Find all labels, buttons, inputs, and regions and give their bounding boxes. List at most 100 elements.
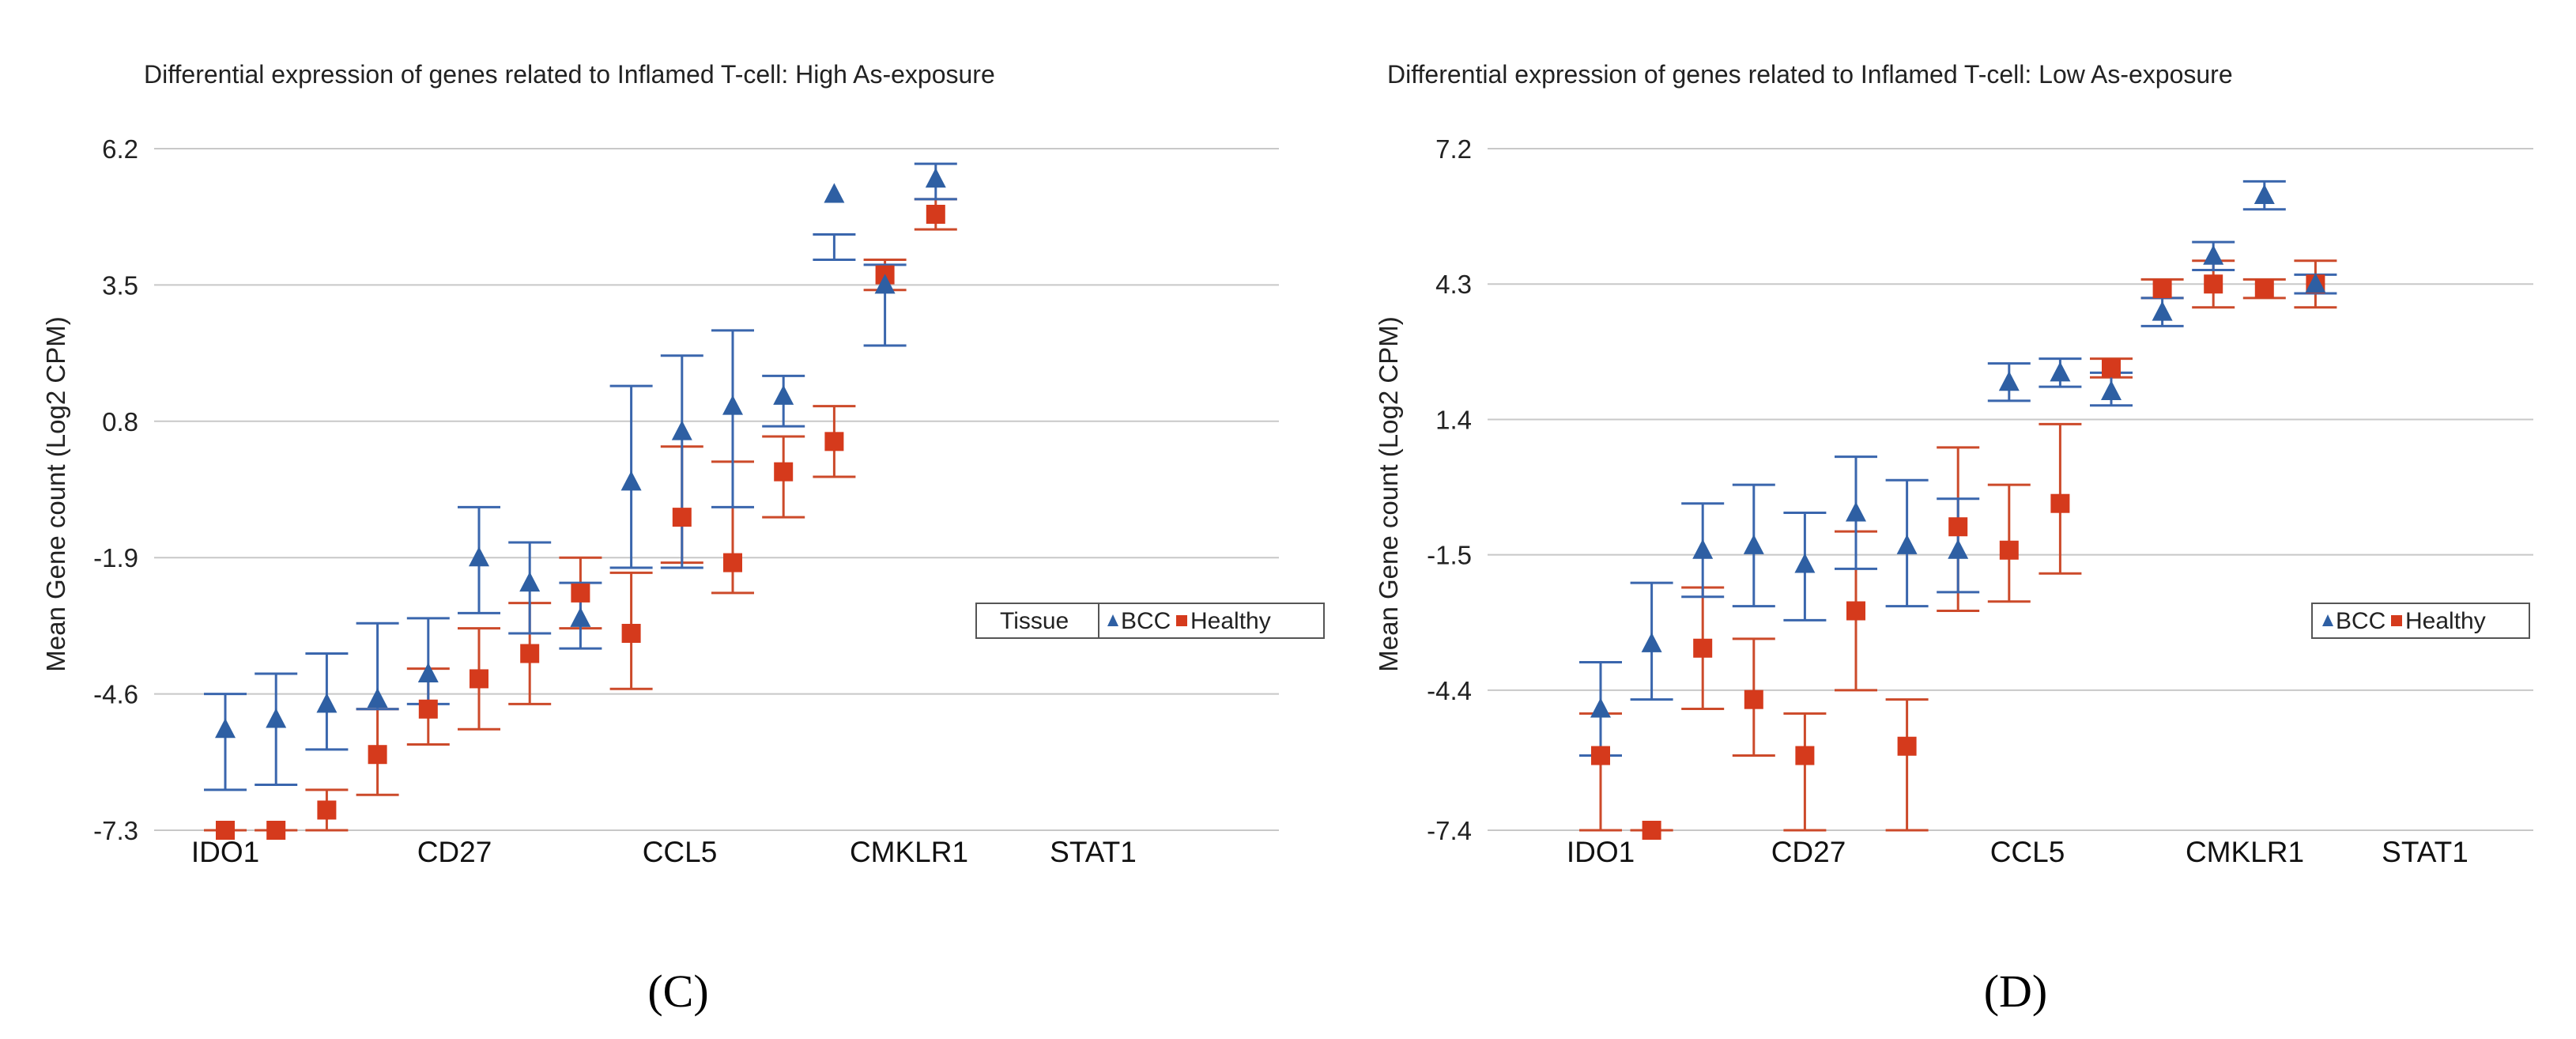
gridlines (154, 148, 1279, 831)
legend-healthy-marker (1176, 615, 1187, 626)
legend-title: Tissue (1000, 608, 1069, 634)
y-tick-label: 1.4 (1435, 405, 1472, 434)
healthy-point (672, 508, 692, 527)
bcc-point (1743, 534, 1764, 554)
bcc-point (722, 395, 743, 415)
category-label: CMKLR1 (850, 836, 968, 868)
y-tick-label: -1.5 (1427, 541, 1472, 570)
panel-label: (C) (647, 965, 708, 1017)
bcc-point (2152, 300, 2173, 321)
gridlines (1488, 148, 2533, 831)
bcc-point (2305, 273, 2326, 293)
healthy-point (266, 821, 286, 840)
legend-box (2311, 603, 2530, 639)
healthy-point (1999, 540, 2019, 560)
healthy-point (824, 432, 844, 451)
y-tick-label: -7.4 (1427, 816, 1472, 845)
panel-label: (D) (1984, 965, 2048, 1017)
category-label: CD27 (417, 836, 492, 868)
bcc-point (874, 274, 896, 294)
y-tick-label: -1.9 (93, 543, 138, 572)
legend: Tissue BCC Healthy (975, 603, 1325, 639)
legend-entry-bcc: BCC (1121, 608, 1171, 634)
bcc-point (1948, 538, 1969, 559)
bcc-point (469, 546, 489, 567)
legend: BCC Healthy (2311, 603, 2530, 639)
healthy-point (774, 462, 794, 482)
healthy-point (216, 821, 235, 840)
y-tick-label: -4.6 (93, 680, 138, 709)
healthy-point (723, 553, 742, 572)
healthy-point (1591, 746, 1610, 765)
category-label: CCL5 (643, 836, 718, 868)
bcc-point (1846, 501, 1866, 522)
y-tick-label: -4.4 (1427, 676, 1472, 705)
healthy-point (1642, 821, 1661, 840)
healthy-point (1744, 690, 1763, 709)
bcc-point (417, 663, 439, 683)
bcc-point (620, 470, 642, 491)
bcc-point (1692, 538, 1714, 559)
y-tick-labels: 7.2 4.3 1.4 -1.5 -4.4 -7.4 (1427, 134, 1472, 845)
healthy-point (2152, 279, 2172, 299)
bcc-point (1641, 632, 1662, 652)
healthy-point (1693, 638, 1713, 658)
chart-title: Differential expression of genes related… (144, 60, 995, 89)
data-marks (1579, 179, 2337, 840)
y-tick-label: 0.8 (102, 407, 138, 436)
bcc-point (367, 687, 388, 708)
legend-bcc-marker (2322, 614, 2333, 626)
category-label: CMKLR1 (2186, 836, 2304, 868)
healthy-point (926, 205, 945, 225)
healthy-point (1795, 746, 1815, 765)
healthy-point (621, 623, 641, 643)
y-tick-label: 7.2 (1435, 134, 1472, 164)
y-tick-labels: 6.2 3.5 0.8 -1.9 -4.6 -7.3 (93, 134, 138, 845)
bcc-point (519, 572, 541, 592)
healthy-point (418, 699, 438, 719)
y-tick-label: 4.3 (1435, 270, 1472, 299)
healthy-point (2050, 493, 2070, 513)
healthy-point (571, 583, 590, 603)
healthy-point (368, 745, 387, 765)
bcc-point (925, 168, 946, 188)
bcc-point (1896, 534, 1918, 554)
healthy-point (470, 669, 488, 689)
healthy-point (2102, 358, 2121, 378)
category-label: STAT1 (2382, 836, 2469, 868)
healthy-point (1948, 517, 1968, 537)
data-marks (204, 162, 957, 840)
category-label: IDO1 (191, 836, 259, 868)
bcc-point (215, 718, 236, 739)
bcc-point (570, 606, 591, 627)
y-axis-label: Mean Gene count (Log2 CPM) (41, 316, 70, 671)
bcc-point (1998, 371, 2020, 391)
bcc-point (2203, 244, 2224, 265)
bcc-point (1794, 553, 1816, 573)
bcc-point (2101, 380, 2122, 401)
category-label: CCL5 (1990, 836, 2065, 868)
chart-title: Differential expression of genes related… (1387, 60, 2233, 89)
healthy-point (1897, 736, 1917, 756)
legend-entry-healthy: Healthy (2405, 608, 2486, 634)
category-label: CD27 (1771, 836, 1846, 868)
category-labels: IDO1 CD27 CCL5 CMKLR1 STAT1 (191, 836, 1137, 868)
y-tick-label: 6.2 (102, 134, 138, 164)
category-labels: IDO1 CD27 CCL5 CMKLR1 STAT1 (1567, 836, 2469, 868)
legend-bcc-marker (1107, 614, 1118, 626)
healthy-point (520, 644, 540, 663)
y-axis-label: Mean Gene count (Log2 CPM) (1374, 316, 1403, 671)
bcc-point (1590, 697, 1611, 718)
bcc-point (824, 183, 845, 203)
bcc-point (316, 693, 338, 713)
category-label: IDO1 (1567, 836, 1635, 868)
legend-healthy-marker (2391, 615, 2402, 626)
legend-entry-healthy: Healthy (1190, 608, 1271, 634)
bcc-point (773, 384, 794, 405)
bcc-point (266, 708, 287, 728)
legend-box (975, 603, 1325, 639)
category-label: STAT1 (1050, 836, 1137, 868)
bcc-point (671, 420, 692, 440)
healthy-point (2254, 279, 2274, 299)
